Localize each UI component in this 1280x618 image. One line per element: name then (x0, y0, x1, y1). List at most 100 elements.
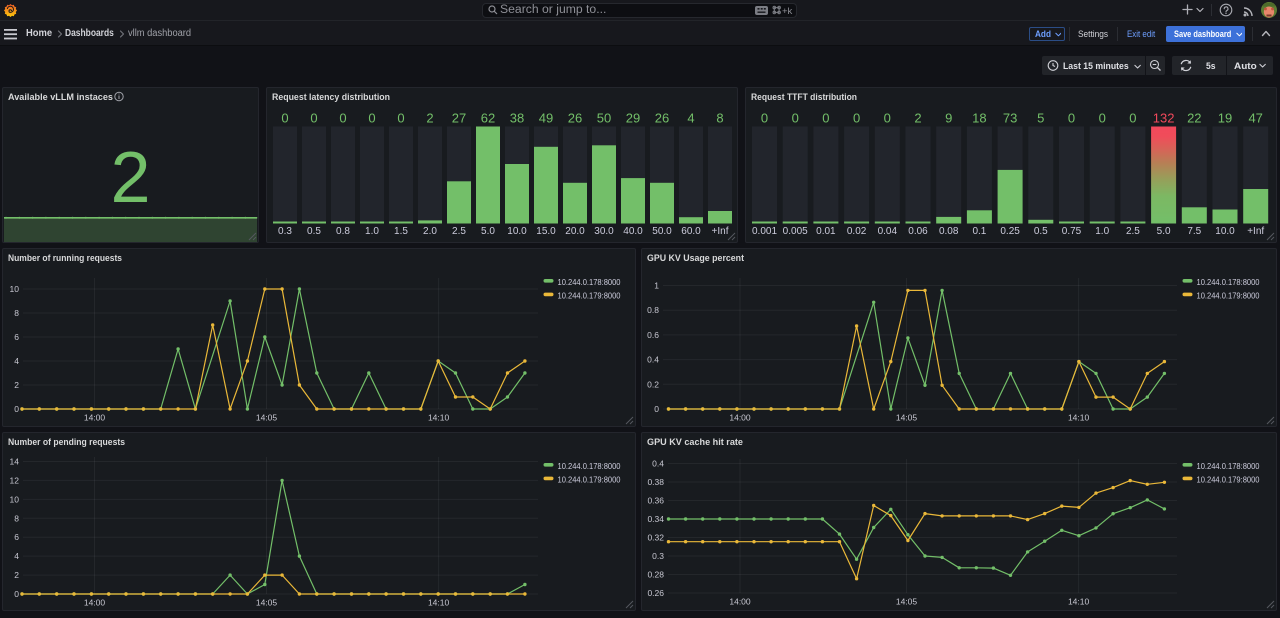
svg-text:73: 73 (1003, 111, 1017, 126)
svg-text:0: 0 (884, 111, 891, 126)
svg-text:20.0: 20.0 (565, 226, 585, 237)
svg-text:0: 0 (1068, 111, 1075, 126)
svg-text:2.5: 2.5 (1126, 226, 1140, 237)
svg-text:14: 14 (10, 457, 20, 467)
svg-text:0.1: 0.1 (972, 226, 986, 237)
svg-text:0: 0 (654, 404, 659, 414)
svg-text:5: 5 (1037, 111, 1044, 126)
svg-text:0.5: 0.5 (1034, 226, 1048, 237)
svg-text:47: 47 (1248, 111, 1262, 126)
svg-text:GPU KV Usage percent: GPU KV Usage percent (647, 253, 744, 263)
svg-text:4: 4 (687, 111, 694, 126)
svg-text:10: 10 (10, 284, 20, 294)
svg-text:2.5: 2.5 (452, 226, 466, 237)
svg-text:0: 0 (281, 111, 288, 126)
svg-text:5.0: 5.0 (1157, 226, 1171, 237)
svg-text:1.5: 1.5 (394, 226, 408, 237)
svg-text:1: 1 (654, 281, 659, 291)
svg-text:50.0: 50.0 (652, 226, 672, 237)
svg-text:Request TTFT distribution: Request TTFT distribution (751, 92, 857, 102)
svg-text:+Inf: +Inf (712, 226, 729, 237)
svg-text:2: 2 (14, 570, 19, 580)
svg-text:0.32: 0.32 (647, 533, 664, 543)
svg-text:22: 22 (1187, 111, 1201, 126)
svg-text:8: 8 (14, 308, 19, 318)
svg-text:2: 2 (426, 111, 433, 126)
svg-text:62: 62 (481, 111, 495, 126)
svg-text:49: 49 (539, 111, 553, 126)
svg-text:0.005: 0.005 (783, 226, 808, 237)
svg-text:9: 9 (945, 111, 952, 126)
svg-text:0: 0 (14, 404, 19, 414)
svg-text:10.244.0.179:8000: 10.244.0.179:8000 (558, 292, 622, 301)
svg-text:1.0: 1.0 (365, 226, 379, 237)
svg-text:2.0: 2.0 (423, 226, 437, 237)
svg-text:0: 0 (761, 111, 768, 126)
svg-text:10.244.0.178:8000: 10.244.0.178:8000 (558, 462, 622, 471)
svg-text:26: 26 (568, 111, 582, 126)
svg-text:0: 0 (1099, 111, 1106, 126)
svg-text:0.01: 0.01 (816, 226, 836, 237)
svg-text:0.75: 0.75 (1062, 226, 1082, 237)
svg-text:10.0: 10.0 (1215, 226, 1235, 237)
svg-text:8: 8 (716, 111, 723, 126)
svg-text:0.36: 0.36 (647, 496, 664, 506)
svg-text:10.244.0.179:8000: 10.244.0.179:8000 (558, 476, 622, 485)
svg-text:2: 2 (110, 138, 150, 218)
svg-text:8: 8 (14, 513, 19, 523)
svg-text:0.25: 0.25 (1000, 226, 1020, 237)
svg-text:10.0: 10.0 (507, 226, 527, 237)
svg-text:0.34: 0.34 (647, 514, 664, 524)
svg-text:0.26: 0.26 (647, 588, 664, 598)
svg-text:132: 132 (1153, 111, 1175, 126)
svg-text:2: 2 (914, 111, 921, 126)
svg-text:19: 19 (1218, 111, 1232, 126)
svg-text:0.3: 0.3 (652, 551, 664, 561)
svg-text:14:10: 14:10 (428, 413, 450, 423)
svg-text:0: 0 (310, 111, 317, 126)
svg-text:0.08: 0.08 (939, 226, 959, 237)
svg-text:14:05: 14:05 (896, 413, 918, 423)
svg-text:14:10: 14:10 (1068, 597, 1090, 607)
svg-text:12: 12 (10, 475, 20, 485)
svg-text:0.8: 0.8 (647, 305, 659, 315)
svg-text:10.244.0.178:8000: 10.244.0.178:8000 (1197, 278, 1261, 287)
svg-text:0: 0 (14, 589, 19, 599)
svg-text:0.04: 0.04 (878, 226, 898, 237)
svg-text:Request latency distribution: Request latency distribution (272, 92, 390, 102)
svg-text:GPU KV cache hit rate: GPU KV cache hit rate (647, 437, 743, 447)
svg-text:14:05: 14:05 (256, 598, 278, 608)
svg-text:0: 0 (339, 111, 346, 126)
svg-text:0: 0 (1129, 111, 1136, 126)
svg-text:6: 6 (14, 332, 19, 342)
svg-text:0.5: 0.5 (307, 226, 321, 237)
svg-text:30.0: 30.0 (594, 226, 614, 237)
svg-text:2: 2 (14, 380, 19, 390)
svg-text:14:10: 14:10 (428, 598, 450, 608)
svg-text:Available vLLM instaces: Available vLLM instaces (8, 92, 113, 102)
svg-text:4: 4 (14, 356, 19, 366)
svg-text:14:10: 14:10 (1068, 413, 1090, 423)
svg-text:14:00: 14:00 (729, 597, 751, 607)
svg-text:5.0: 5.0 (481, 226, 495, 237)
svg-text:40.0: 40.0 (623, 226, 643, 237)
svg-text:14:00: 14:00 (84, 413, 106, 423)
svg-text:0: 0 (792, 111, 799, 126)
svg-text:10.244.0.179:8000: 10.244.0.179:8000 (1197, 292, 1261, 301)
svg-text:0.38: 0.38 (647, 477, 664, 487)
svg-text:0.4: 0.4 (652, 459, 664, 469)
svg-text:0.02: 0.02 (847, 226, 867, 237)
svg-text:10.244.0.179:8000: 10.244.0.179:8000 (1197, 476, 1261, 485)
svg-text:14:00: 14:00 (729, 413, 751, 423)
svg-text:15.0: 15.0 (536, 226, 556, 237)
svg-text:0.6: 0.6 (647, 330, 659, 340)
svg-text:0.8: 0.8 (336, 226, 350, 237)
svg-text:4: 4 (14, 551, 19, 561)
svg-text:50: 50 (597, 111, 611, 126)
svg-text:18: 18 (972, 111, 986, 126)
svg-text:+k: +k (782, 6, 793, 17)
svg-text:7.5: 7.5 (1187, 226, 1201, 237)
svg-text:+Inf: +Inf (1247, 226, 1264, 237)
svg-text:14:05: 14:05 (256, 413, 278, 423)
svg-text:0: 0 (822, 111, 829, 126)
